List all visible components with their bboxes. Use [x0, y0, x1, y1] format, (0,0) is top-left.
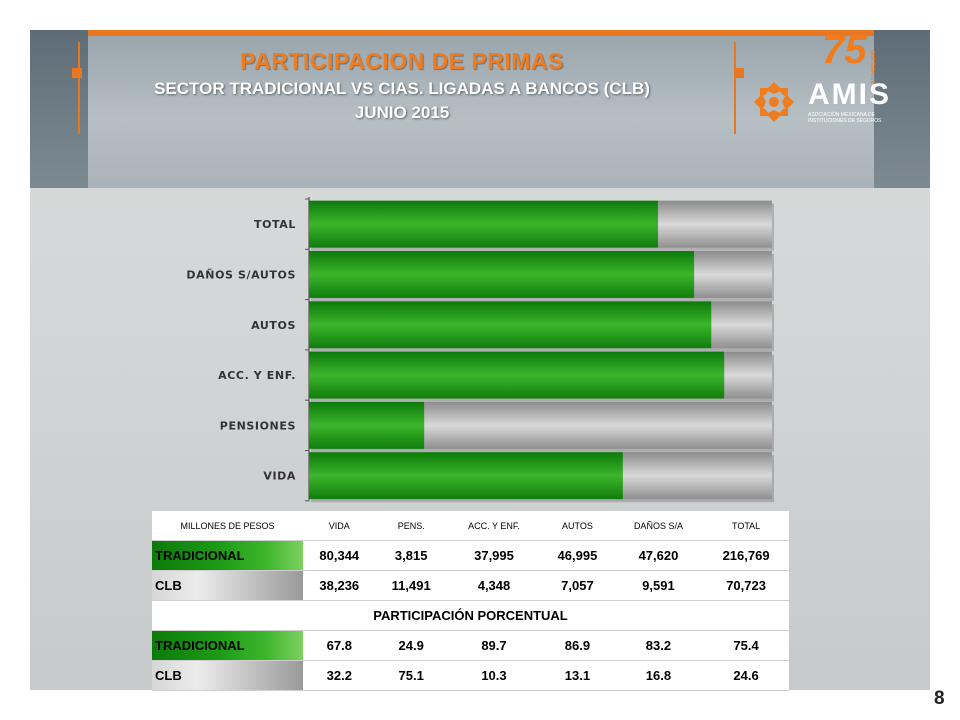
category-axis — [305, 197, 310, 502]
row-label: CLB — [152, 660, 303, 691]
table-cell: 216,769 — [703, 540, 789, 571]
category-label: AUTOS — [251, 319, 296, 332]
bar-tradicional-4 — [309, 401, 425, 449]
header-panel — [88, 30, 874, 188]
section-title: PARTICIPACIÓN PORCENTUAL — [152, 600, 789, 631]
table-cell: 24.9 — [375, 630, 447, 661]
right-bracket-decoration — [734, 42, 746, 134]
table-cell: 83.2 — [613, 630, 704, 661]
bar-clb-3 — [724, 351, 772, 399]
category-label: ACC. Y ENF. — [218, 369, 296, 382]
table-cell: 75.1 — [375, 660, 447, 691]
slide-title: PARTICIPACION DE PRIMAS — [240, 48, 564, 74]
data-table: MILLONES DE PESOS VIDA PENS. ACC. Y ENF.… — [152, 511, 789, 691]
bar-tradicional-2 — [309, 301, 712, 349]
bar-tradicional-5 — [309, 452, 623, 500]
title-block: PARTICIPACION DE PRIMAS SECTOR TRADICION… — [82, 48, 722, 123]
table-cell: 10.3 — [446, 660, 542, 691]
table-cell: 11,491 — [375, 570, 447, 601]
table-cell: 86.9 — [541, 630, 614, 661]
bar-clb-4 — [424, 401, 772, 449]
table-cell: 38,236 — [303, 570, 376, 601]
column-header: DAÑOS S/A — [613, 511, 704, 541]
table-cell: 7,057 — [541, 570, 614, 601]
column-header: TOTAL — [703, 511, 789, 541]
bar-tradicional-1 — [309, 250, 695, 298]
table-cell: 67.8 — [303, 630, 376, 661]
bar-clb-0 — [658, 200, 772, 248]
logo-amis-text: AMIS — [808, 78, 891, 111]
bar-clb-2 — [711, 301, 772, 349]
slide-date: JUNIO 2015 — [354, 103, 450, 122]
table-cell: 32.2 — [303, 660, 376, 691]
left-bracket-decoration — [72, 42, 90, 134]
table-cell: 70,723 — [703, 570, 789, 601]
row-label: TRADICIONAL — [152, 540, 303, 571]
logo-description: ASOCIACIÓN MEXICANA DE INSTITUCIONES DE … — [808, 112, 882, 124]
bar-tradicional-0 — [309, 200, 659, 248]
table-row-pct-tradicional: TRADICIONAL 67.8 24.9 89.7 86.9 83.2 75.… — [152, 630, 789, 661]
category-label: TOTAL — [254, 218, 296, 231]
column-header: ACC. Y ENF. — [446, 511, 542, 541]
column-header: AUTOS — [541, 511, 614, 541]
table-cell: 46,995 — [541, 540, 614, 571]
row-label: TRADICIONAL — [152, 630, 303, 661]
table-cell: 9,591 — [613, 570, 704, 601]
bar-clb-5 — [622, 452, 772, 500]
table-corner-label: MILLONES DE PESOS — [152, 511, 303, 541]
table-cell: 37,995 — [446, 540, 542, 571]
table-cell: 75.4 — [703, 630, 789, 661]
table-cell: 4,348 — [446, 570, 542, 601]
chart-bars — [309, 200, 774, 503]
row-label: CLB — [152, 570, 303, 601]
category-label: PENSIONES — [220, 419, 296, 432]
bar-tradicional-3 — [309, 351, 725, 399]
amis-logo: 75 aniversario AMIS ASOCIACIÓN MEXICANA … — [752, 28, 892, 136]
table-section-row: PARTICIPACIÓN PORCENTUAL — [152, 600, 789, 631]
bar-clb-1 — [694, 250, 772, 298]
category-label: VIDA — [263, 470, 296, 483]
category-labels: TOTAL DAÑOS S/AUTOS AUTOS ACC. Y ENF. PENSIO… — [186, 218, 296, 483]
table-row-amount-clb: CLB 38,236 11,491 4,348 7,057 9,591 70,7… — [152, 570, 789, 601]
logo-75: 75 — [822, 28, 867, 72]
category-label: DAÑOS S/AUTOS — [186, 268, 296, 281]
table-row-pct-clb: CLB 32.2 75.1 10.3 13.1 16.8 24.6 — [152, 660, 789, 691]
amis-emblem-icon — [754, 82, 794, 122]
table-cell: 47,620 — [613, 540, 704, 571]
table-cell: 16.8 — [613, 660, 704, 691]
slide-subtitle: SECTOR TRADICIONAL VS CIAS. LIGADAS A BA… — [154, 79, 650, 98]
column-header: VIDA — [303, 511, 376, 541]
table-header-row: MILLONES DE PESOS VIDA PENS. ACC. Y ENF.… — [152, 511, 789, 541]
page-number: 8 — [934, 688, 945, 709]
column-header: PENS. — [375, 511, 447, 541]
table-cell: 24.6 — [703, 660, 789, 691]
table-cell: 3,815 — [375, 540, 447, 571]
table-cell: 13.1 — [541, 660, 614, 691]
table-row-amount-tradicional: TRADICIONAL 80,344 3,815 37,995 46,995 4… — [152, 540, 789, 571]
table-cell: 89.7 — [446, 630, 542, 661]
table-cell: 80,344 — [303, 540, 376, 571]
